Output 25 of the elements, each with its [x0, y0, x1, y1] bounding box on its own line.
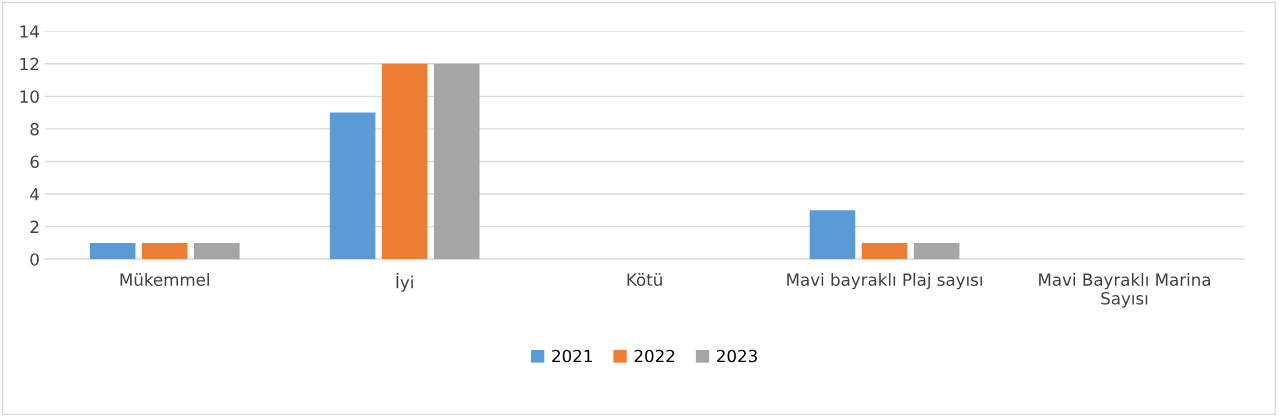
bar: [381, 63, 428, 260]
bar: [194, 242, 240, 260]
bar: [329, 112, 376, 260]
y-tick-label: 14: [20, 25, 39, 38]
y-tick-label: 8: [30, 122, 39, 136]
x-tick-label: İyi: [396, 273, 413, 292]
bar: [913, 242, 960, 260]
bar: [809, 210, 856, 260]
bar: [89, 242, 136, 260]
legend-label: 2023: [717, 349, 757, 363]
y-tick-label: 10: [20, 90, 39, 103]
x-tick-label: Mükemmel: [120, 273, 209, 286]
y-tick-label: 4: [30, 188, 39, 201]
y-tick-label: 2: [30, 220, 39, 233]
x-tick-label: Kötü: [627, 273, 662, 286]
bar: [861, 242, 908, 260]
bar: [433, 63, 480, 260]
bar: [141, 242, 188, 260]
y-tick-label: 12: [20, 57, 39, 71]
y-tick-label: 6: [30, 155, 39, 169]
y-tick-label: 0: [30, 253, 39, 266]
x-tick-label: Mavi Bayraklı Marina Sayısı: [1039, 273, 1210, 308]
x-tick-label: Mavi bayraklı Plaj sayısı: [787, 273, 982, 290]
legend-label: 2021: [552, 349, 592, 363]
legend-label: 2022: [634, 349, 675, 363]
